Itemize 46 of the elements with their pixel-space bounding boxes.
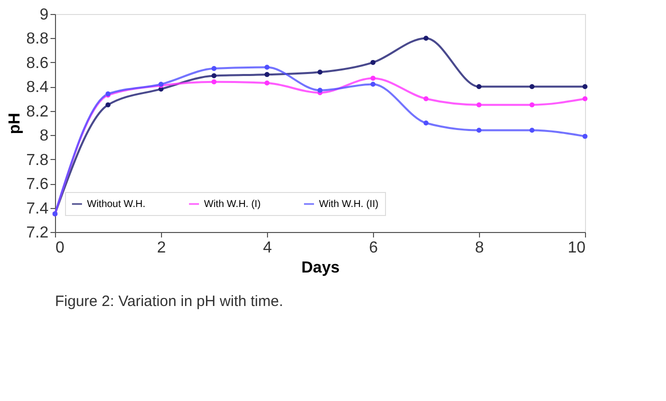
point	[582, 96, 588, 102]
legend-label: With W.H. (I)	[204, 199, 261, 210]
legend-label: Without W.H.	[87, 199, 146, 210]
y-tick-label: 7.2	[26, 224, 49, 242]
point	[530, 102, 534, 108]
point	[106, 102, 110, 108]
x-tick-label: 4	[263, 240, 272, 256]
point	[212, 73, 216, 78]
x-axis-title: Days	[301, 260, 340, 276]
point	[582, 84, 588, 90]
y-tick-label: 7.6	[26, 176, 49, 194]
x-tick-label: 2	[157, 240, 166, 256]
point	[424, 36, 428, 41]
y-axis-title: pH	[6, 112, 24, 134]
point	[318, 70, 322, 75]
x-tick-label: 8	[475, 240, 484, 256]
point	[424, 96, 428, 102]
point	[476, 102, 482, 108]
point	[212, 66, 216, 71]
point	[264, 64, 270, 70]
point	[370, 60, 376, 65]
point	[212, 79, 216, 84]
point	[530, 84, 534, 90]
y-tick-label: 8.2	[26, 103, 49, 120]
point	[582, 134, 588, 139]
point	[370, 76, 376, 81]
point	[530, 128, 534, 133]
point	[476, 84, 482, 90]
point	[318, 88, 322, 93]
y-tick-label: 9	[40, 6, 49, 24]
x-tick-label: 6	[369, 240, 378, 256]
point	[424, 120, 428, 126]
x-tick-label: 10	[568, 240, 586, 256]
x-tick-label: 0	[56, 240, 64, 256]
point	[476, 128, 482, 133]
legend-label: With W.H. (II)	[319, 199, 378, 210]
caption: Figure 2: Variation in pH with time.	[55, 293, 284, 310]
point	[264, 72, 270, 78]
y-tick-label: 7.8	[26, 152, 49, 169]
point	[264, 80, 270, 86]
y-tick-label: 8.6	[26, 54, 49, 72]
y-tick-label: 8.8	[26, 30, 49, 48]
y-tick-label: 7.4	[26, 200, 49, 218]
y-tick-label: 8	[40, 128, 49, 145]
point	[370, 82, 376, 87]
y-tick-label: 8.4	[26, 79, 49, 96]
